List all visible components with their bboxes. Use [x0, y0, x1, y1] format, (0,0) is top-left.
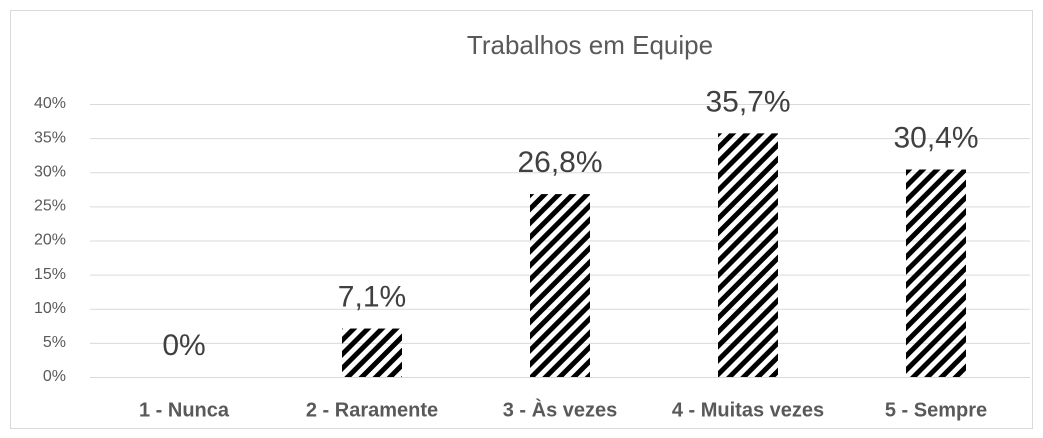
chart-border	[10, 10, 1033, 429]
y-tick-label: 15%	[34, 266, 66, 283]
y-tick-label: 0%	[43, 368, 66, 385]
x-tick-label: 4 - Muitas vezes	[672, 399, 824, 421]
value-label: 0%	[162, 329, 205, 362]
y-tick-label: 35%	[34, 129, 66, 146]
x-tick-label: 3 - Às vezes	[503, 398, 618, 421]
y-tick-label: 10%	[34, 300, 66, 317]
bar	[342, 328, 402, 377]
x-tick-label: 2 - Raramente	[306, 399, 438, 421]
y-tick-label: 25%	[34, 198, 66, 215]
value-label: 35,7%	[705, 85, 790, 118]
y-tick-label: 20%	[34, 232, 66, 249]
y-tick-label: 40%	[34, 95, 66, 112]
bar	[530, 194, 590, 377]
x-tick-label: 5 - Sempre	[885, 399, 987, 421]
value-label: 7,1%	[338, 280, 406, 313]
y-tick-label: 5%	[43, 334, 66, 351]
bar	[718, 133, 778, 377]
chart-title: Trabalhos em Equipe	[467, 30, 713, 60]
x-tick-label: 1 - Nunca	[139, 399, 230, 421]
y-tick-label: 30%	[34, 163, 66, 180]
value-label: 26,8%	[517, 146, 602, 179]
bar	[906, 169, 966, 377]
value-label: 30,4%	[893, 121, 978, 154]
